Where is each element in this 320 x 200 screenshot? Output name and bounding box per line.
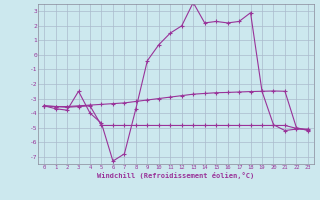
- X-axis label: Windchill (Refroidissement éolien,°C): Windchill (Refroidissement éolien,°C): [97, 172, 255, 179]
